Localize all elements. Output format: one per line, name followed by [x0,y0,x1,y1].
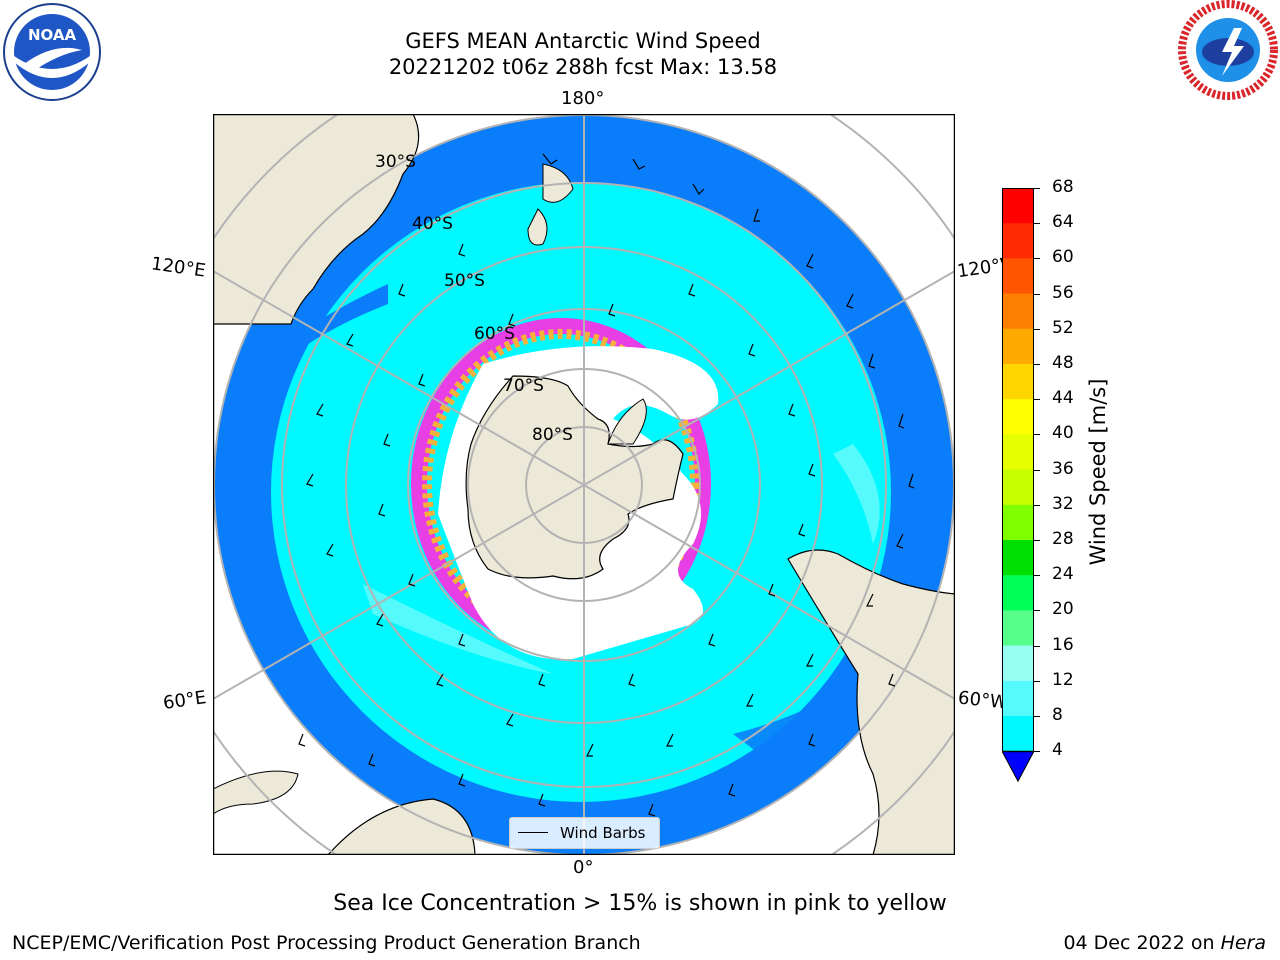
colorbar-extend-triangle [1001,750,1035,783]
colorbar-tick-label: 40 [1052,423,1074,444]
colorbar-bin [1002,680,1034,717]
lat-label-60s: 60°S [474,324,515,344]
colorbar-tick-mark [1034,504,1040,506]
africa [327,798,476,855]
colorbar-bin [1002,293,1034,330]
colorbar-tick-mark [1034,540,1040,541]
colorbar-tick-label: 24 [1052,564,1074,585]
lon-label-120e: 120°E [149,253,207,282]
colorbar-tick-mark [1034,716,1040,717]
colorbar-tick-mark [1034,680,1040,682]
colorbar-bin [1002,504,1034,541]
colorbar-tick-label: 44 [1052,388,1074,409]
colorbar-bin [1002,540,1034,576]
lon-label-60e: 60°E [161,687,208,714]
colorbar-tick-mark [1034,328,1040,330]
sea-ice-caption: Sea Ice Concentration > 15% is shown in … [333,891,947,916]
lat-label-50s: 50°S [444,271,485,291]
colorbar-tick-label: 64 [1052,212,1074,233]
svg-text:NOAA: NOAA [28,26,77,44]
lon-label-0: 0° [573,857,594,878]
colorbar-tick-mark [1034,645,1040,647]
colorbar-tick-mark [1034,258,1040,260]
colorbar-border [1002,188,1034,753]
colorbar-tick-label: 48 [1052,353,1074,373]
colorbar-bin [1002,223,1034,259]
colorbar-tick-label: 8 [1052,705,1063,725]
colorbar-tick-mark [1034,364,1040,365]
colorbar-tick-mark [1034,575,1040,577]
lat-label-70s: 70°S [503,376,544,396]
legend-line [518,832,548,833]
colorbar-bin [1002,328,1034,365]
lat-label-40s: 40°S [412,214,453,234]
map-layers [213,114,955,855]
colorbar-tick-mark [1034,223,1040,225]
map-panel: 30°S 40°S 50°S 60°S 70°S 80°S Wind Barbs [212,113,956,856]
lon-label-60w: 60°W [957,687,1009,714]
colorbar-tick-label: 60 [1052,247,1074,268]
colorbar-tick-mark [1034,293,1040,295]
nws-logo [1178,0,1278,100]
footer-credit: NCEP/EMC/Verification Post Processing Pr… [12,932,641,954]
wind-barbs-legend: Wind Barbs [509,817,660,849]
colorbar-tick-mark [1034,188,1040,189]
footer-date: 04 Dec 2022 on Hera [1063,932,1266,954]
colorbar-tick-label: 4 [1052,740,1063,761]
footer-date-text: 04 Dec 2022 on [1063,932,1221,954]
colorbar-tick-label: 20 [1052,599,1074,620]
wind-barbs [298,153,915,817]
colorbar-tick-label: 68 [1052,177,1074,197]
colorbar-tick-label: 16 [1052,634,1074,655]
colorbar-bin [1002,258,1034,295]
colorbar-tick-label: 52 [1052,317,1074,338]
colorbar [1001,188,1035,783]
colorbar-bin [1002,716,1034,752]
colorbar-bin [1002,610,1034,647]
colorbar-tick-label: 56 [1052,282,1074,303]
colorbar-tick-label: 28 [1052,529,1074,549]
colorbar-tick-mark [1034,399,1040,401]
colorbar-tick-label: 36 [1052,458,1074,479]
noaa-logo: NOAA [2,2,102,102]
colorbar-label: Wind Speed [m/s] [1086,378,1110,566]
colorbar-tick-mark [1034,434,1040,436]
colorbar-tick-mark [1034,751,1040,753]
colorbar-bin [1002,434,1034,471]
colorbar-bin [1002,469,1034,506]
madagascar [213,770,299,815]
colorbar-bin [1002,399,1034,435]
colorbar-bin [1002,575,1034,611]
colorbar-tick-mark [1034,469,1040,471]
colorbar-tick-mark [1034,610,1040,612]
chart-subtitle: 20221202 t06z 288h fcst Max: 13.58 [388,55,778,79]
colorbar-bin [1002,364,1034,400]
legend-label: Wind Barbs [560,824,646,842]
lon-label-180: 180° [561,88,605,109]
colorbar-bin [1002,645,1034,682]
colorbar-tick-label: 32 [1052,493,1074,514]
lat-label-30s: 30°S [375,152,416,172]
lat-label-80s: 80°S [532,425,573,445]
meridian-lines [213,114,955,855]
colorbar-bin [1002,188,1034,224]
footer-host: Hera [1220,932,1266,954]
chart-title: GEFS MEAN Antarctic Wind Speed [405,29,761,53]
antarctica [465,375,684,580]
australia [213,114,420,325]
colorbar-tick-label: 12 [1052,669,1074,690]
